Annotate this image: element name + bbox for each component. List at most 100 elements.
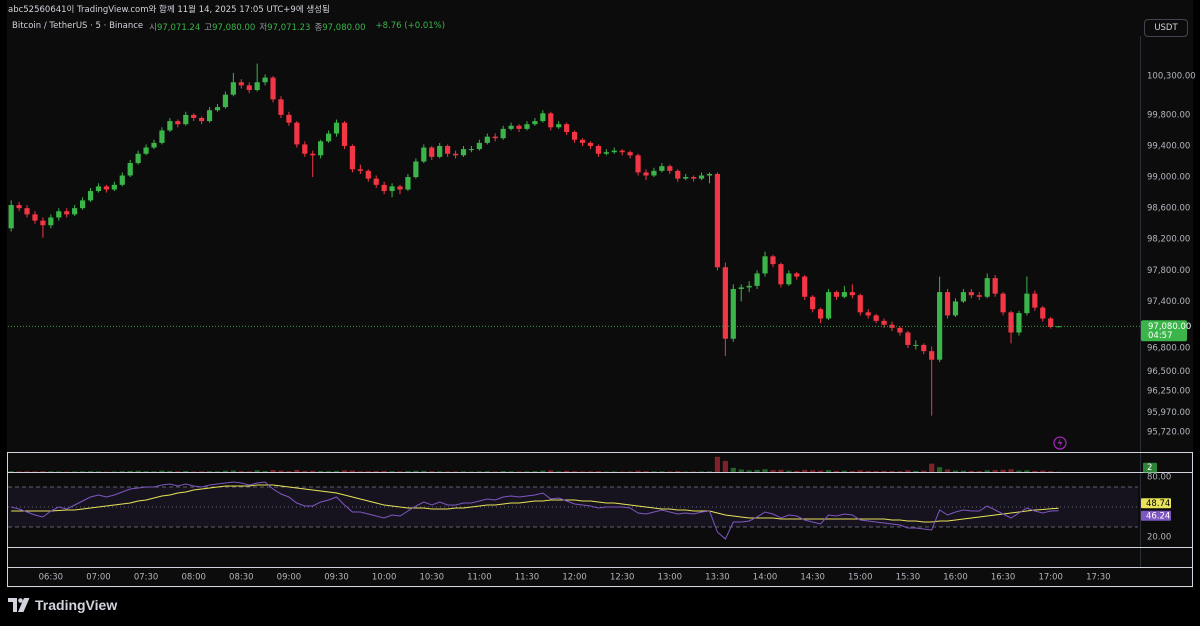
candle-body [143, 147, 149, 154]
candle-body [619, 150, 625, 153]
candle-body [135, 153, 141, 164]
candle-body [167, 121, 173, 131]
volume-bar [79, 471, 86, 472]
volume-bar [429, 471, 435, 472]
volume-bar [905, 470, 911, 472]
x-tick-label: 13:30 [705, 573, 730, 583]
candle-body [103, 186, 109, 190]
ohlc-key: 시 [149, 23, 157, 33]
candle-body [897, 327, 903, 333]
rsi-tag [1141, 498, 1171, 509]
y-tick-label: 100,300.00 [1147, 72, 1196, 82]
volume-bar [889, 471, 895, 472]
candle-body [254, 82, 260, 91]
volume-bar [952, 470, 959, 472]
volume-bar [532, 471, 538, 472]
volume-bar [794, 470, 800, 472]
x-tick-label: 07:00 [86, 573, 111, 583]
volume-bar [929, 463, 935, 472]
countdown-label: 04:57 [1148, 331, 1173, 341]
candle-body [825, 292, 832, 319]
rsi-ma-line [11, 484, 1059, 523]
x-tick-label: 15:30 [896, 573, 921, 583]
volume-bar [405, 471, 411, 472]
volume-bar [365, 471, 371, 472]
y-tick-label: 95,720.00 [1147, 427, 1190, 437]
volume-bar [1008, 469, 1014, 472]
volume-bar [437, 471, 443, 472]
candle-body [1040, 307, 1046, 319]
volume-bar [135, 470, 141, 472]
volume-bar [95, 471, 102, 472]
x-tick-label: 08:00 [181, 573, 206, 583]
candle-body [802, 276, 808, 297]
volume-bar [714, 456, 721, 472]
volume-bar [675, 471, 681, 472]
currency-button[interactable]: USDT [1144, 19, 1188, 37]
candle-body [667, 166, 673, 171]
candle-body [603, 152, 609, 154]
volume-bar [230, 470, 236, 472]
volume-bar [206, 471, 213, 472]
candle-body [786, 273, 792, 285]
volume-bar [691, 471, 697, 472]
candle-body [389, 186, 395, 192]
credit: abc52560641이 TradingView.com와 함께 11월 14,… [8, 5, 330, 15]
candle-body [730, 288, 736, 339]
volume-bar [516, 471, 522, 472]
volume-bar [1024, 470, 1030, 472]
candle-body [452, 153, 459, 156]
volume-bar [579, 471, 586, 472]
candle-body [817, 309, 824, 319]
volume-bar [349, 470, 355, 472]
volume-bar [770, 470, 776, 472]
candle-body [913, 344, 919, 346]
y-tick-label: 95,970.00 [1147, 408, 1190, 418]
volume-bar [897, 471, 903, 472]
candle-body [881, 320, 887, 325]
candle-body [278, 99, 284, 115]
legend: Bitcoin / TetherUS · 5 · Binance 시97,071… [12, 21, 445, 33]
candle-body [810, 296, 816, 310]
candle-body [16, 205, 22, 209]
volume-bar [476, 471, 482, 472]
candle-body [238, 82, 244, 86]
volume-bar [865, 470, 871, 472]
rsi-tick-label: 20.00 [1147, 533, 1171, 543]
candle-body [349, 145, 355, 170]
volume-bar [968, 470, 974, 472]
volume-bar [8, 471, 14, 472]
candle-body [889, 324, 895, 328]
candle-body [778, 264, 784, 285]
volume-bar [270, 470, 276, 472]
x-tick-label: 06:30 [39, 573, 64, 583]
candle-body [635, 155, 641, 173]
volume-bar [183, 471, 189, 472]
candle-body [357, 169, 363, 171]
candle-body [746, 285, 752, 288]
volume-bar [87, 471, 94, 472]
candle-body [333, 122, 340, 134]
volume-bar [540, 470, 546, 472]
volume-bar [508, 471, 514, 472]
ohlc-key: 저 [259, 23, 268, 33]
candle-body [754, 273, 760, 286]
volume-bar [238, 471, 244, 472]
volume-tag [1143, 462, 1157, 473]
candle-body [794, 273, 800, 277]
volume-bar [119, 471, 125, 472]
volume-bar [1040, 470, 1046, 472]
candle-body [373, 178, 379, 185]
rsi-tag-label: 48.74 [1146, 499, 1170, 509]
rsi-tick-label: 80.00 [1147, 473, 1171, 483]
volume-bar [857, 470, 863, 472]
volume-bar [310, 470, 316, 472]
candle-body [79, 200, 86, 209]
candle-body [643, 172, 649, 176]
candle-body [437, 145, 443, 157]
x-tick-label: 16:00 [943, 573, 968, 583]
candle-body [381, 184, 387, 192]
candle-body [183, 114, 189, 125]
candle-body [270, 77, 276, 100]
candle-body [952, 301, 959, 316]
